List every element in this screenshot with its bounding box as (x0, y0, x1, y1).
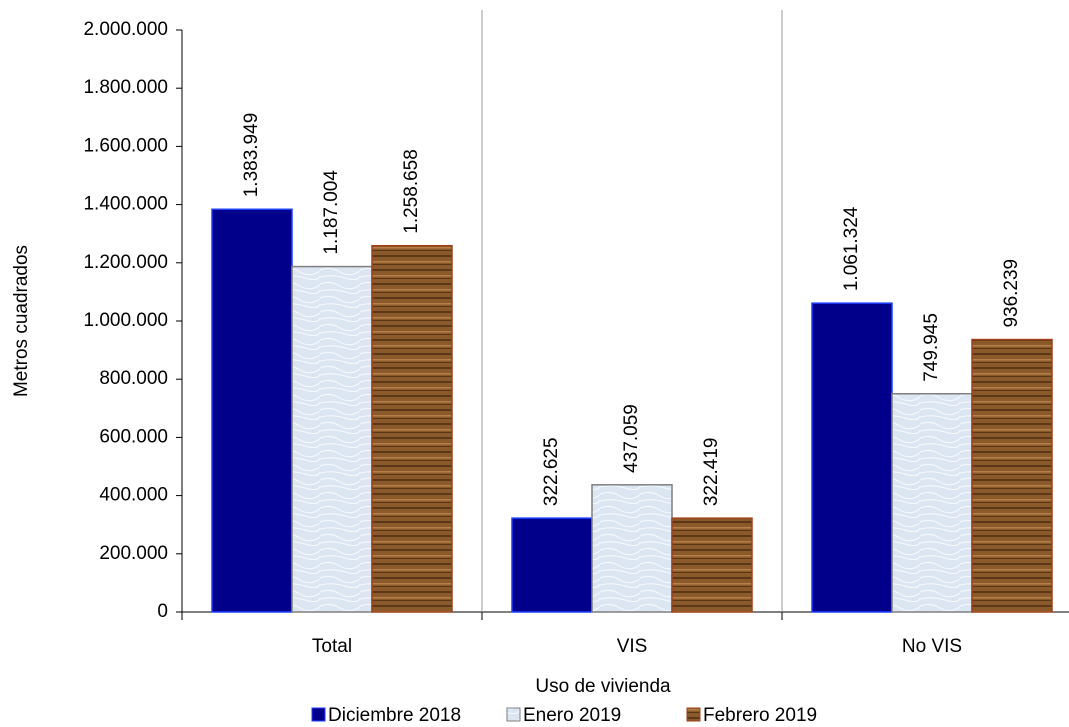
bar (811, 302, 893, 613)
bar (591, 484, 673, 613)
y-tick-label: 600.000 (99, 426, 168, 447)
bar (371, 244, 453, 613)
y-tick-label: 0 (157, 601, 168, 622)
bar (291, 265, 373, 613)
legend-swatch (686, 707, 701, 722)
bar (971, 338, 1053, 613)
bar (891, 393, 973, 613)
x-tick-label: Total (312, 636, 352, 657)
x-tick-label: No VIS (902, 636, 962, 657)
bar (211, 208, 293, 613)
x-axis-title: Uso de vivienda (535, 676, 671, 697)
legend-swatch (506, 707, 521, 722)
value-label: 1.187.004 (321, 170, 342, 255)
value-label: 437.059 (621, 404, 642, 473)
value-label: 936.239 (1001, 259, 1022, 328)
y-tick-label: 200.000 (99, 543, 168, 564)
legend-label: Febrero 2019 (703, 705, 817, 726)
value-label: 749.945 (921, 313, 942, 382)
y-tick-label: 800.000 (99, 368, 168, 389)
legend-label: Enero 2019 (523, 705, 621, 726)
value-label: 1.258.658 (401, 149, 422, 234)
x-tick-label: VIS (617, 636, 648, 657)
y-tick-label: 2.000.000 (83, 19, 168, 40)
legend-swatch (311, 707, 326, 722)
y-axis-title: Metros cuadrados (11, 245, 32, 397)
y-tick-label: 1.000.000 (83, 310, 168, 331)
y-tick-label: 1.600.000 (83, 135, 168, 156)
y-tick-label: 1.200.000 (83, 252, 168, 273)
value-label: 322.625 (541, 437, 562, 506)
bar (671, 517, 753, 613)
value-label: 1.061.324 (841, 206, 862, 291)
y-tick-label: 1.800.000 (83, 77, 168, 98)
bar (511, 517, 593, 613)
value-label: 1.383.949 (241, 113, 262, 198)
y-tick-label: 400.000 (99, 485, 168, 506)
value-label: 322.419 (701, 437, 722, 506)
y-tick-label: 1.400.000 (83, 194, 168, 215)
legend-label: Diciembre 2018 (328, 705, 461, 726)
